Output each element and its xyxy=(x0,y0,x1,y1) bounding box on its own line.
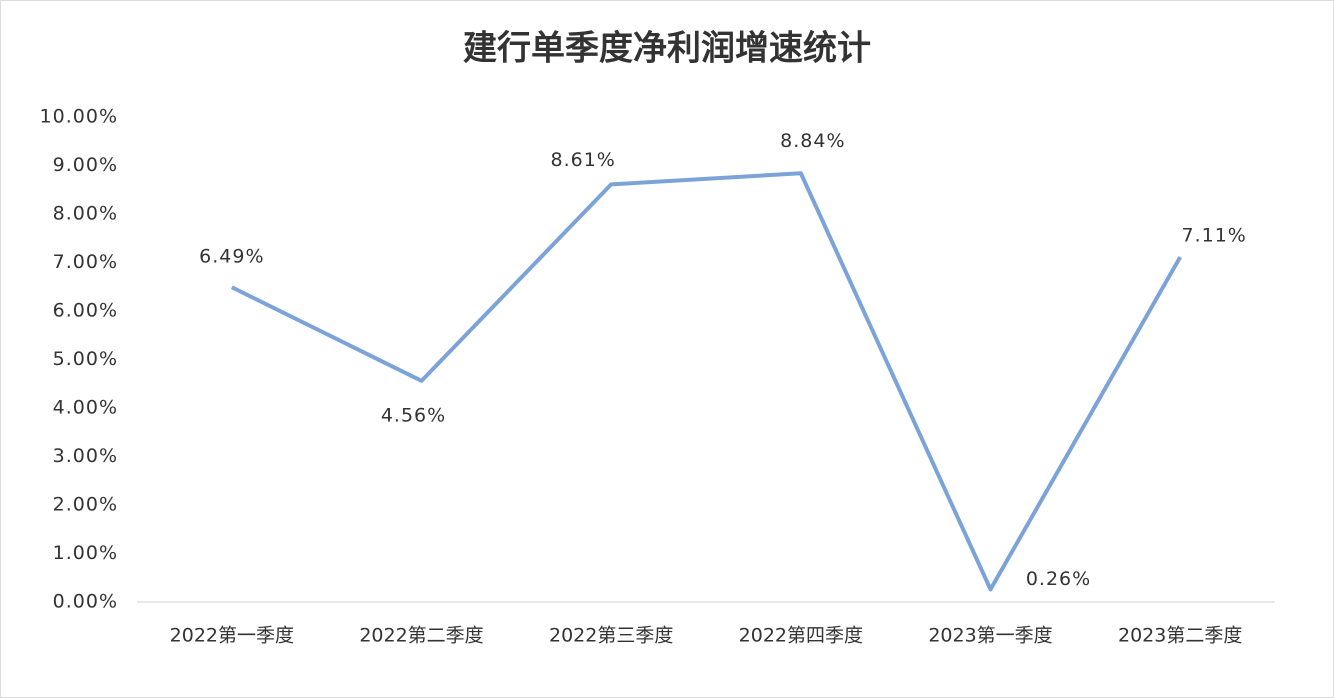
x-tick-label: 2023第一季度 xyxy=(928,625,1052,647)
y-tick-label: 6.00% xyxy=(53,300,118,322)
x-tick-label: 2023第二季度 xyxy=(1118,625,1242,647)
y-tick-label: 10.00% xyxy=(40,106,118,128)
x-tick-label: 2022第二季度 xyxy=(359,625,483,647)
y-tick-label: 0.00% xyxy=(53,591,118,613)
line-series xyxy=(230,171,1182,592)
y-tick-label: 5.00% xyxy=(53,348,118,370)
data-label: 7.11% xyxy=(1181,225,1246,247)
y-tick-label: 4.00% xyxy=(53,397,118,419)
y-tick-label: 8.00% xyxy=(53,203,118,225)
x-tick-label: 2022第三季度 xyxy=(549,625,673,647)
y-tick-label: 2.00% xyxy=(53,494,118,516)
data-label: 6.49% xyxy=(199,246,264,268)
y-tick-label: 7.00% xyxy=(53,251,118,273)
data-label: 8.61% xyxy=(550,149,615,171)
chart-title: 建行单季度净利润增速统计 xyxy=(463,29,871,69)
data-label: 8.84% xyxy=(780,130,845,152)
y-tick-label: 3.00% xyxy=(53,445,118,467)
data-label: 0.26% xyxy=(1026,568,1091,590)
x-tick-label: 2022第一季度 xyxy=(170,625,294,647)
data-label: 4.56% xyxy=(381,404,446,426)
y-tick-label: 9.00% xyxy=(53,154,118,176)
y-tick-label: 1.00% xyxy=(53,542,118,564)
x-tick-label: 2022第四季度 xyxy=(739,625,863,647)
